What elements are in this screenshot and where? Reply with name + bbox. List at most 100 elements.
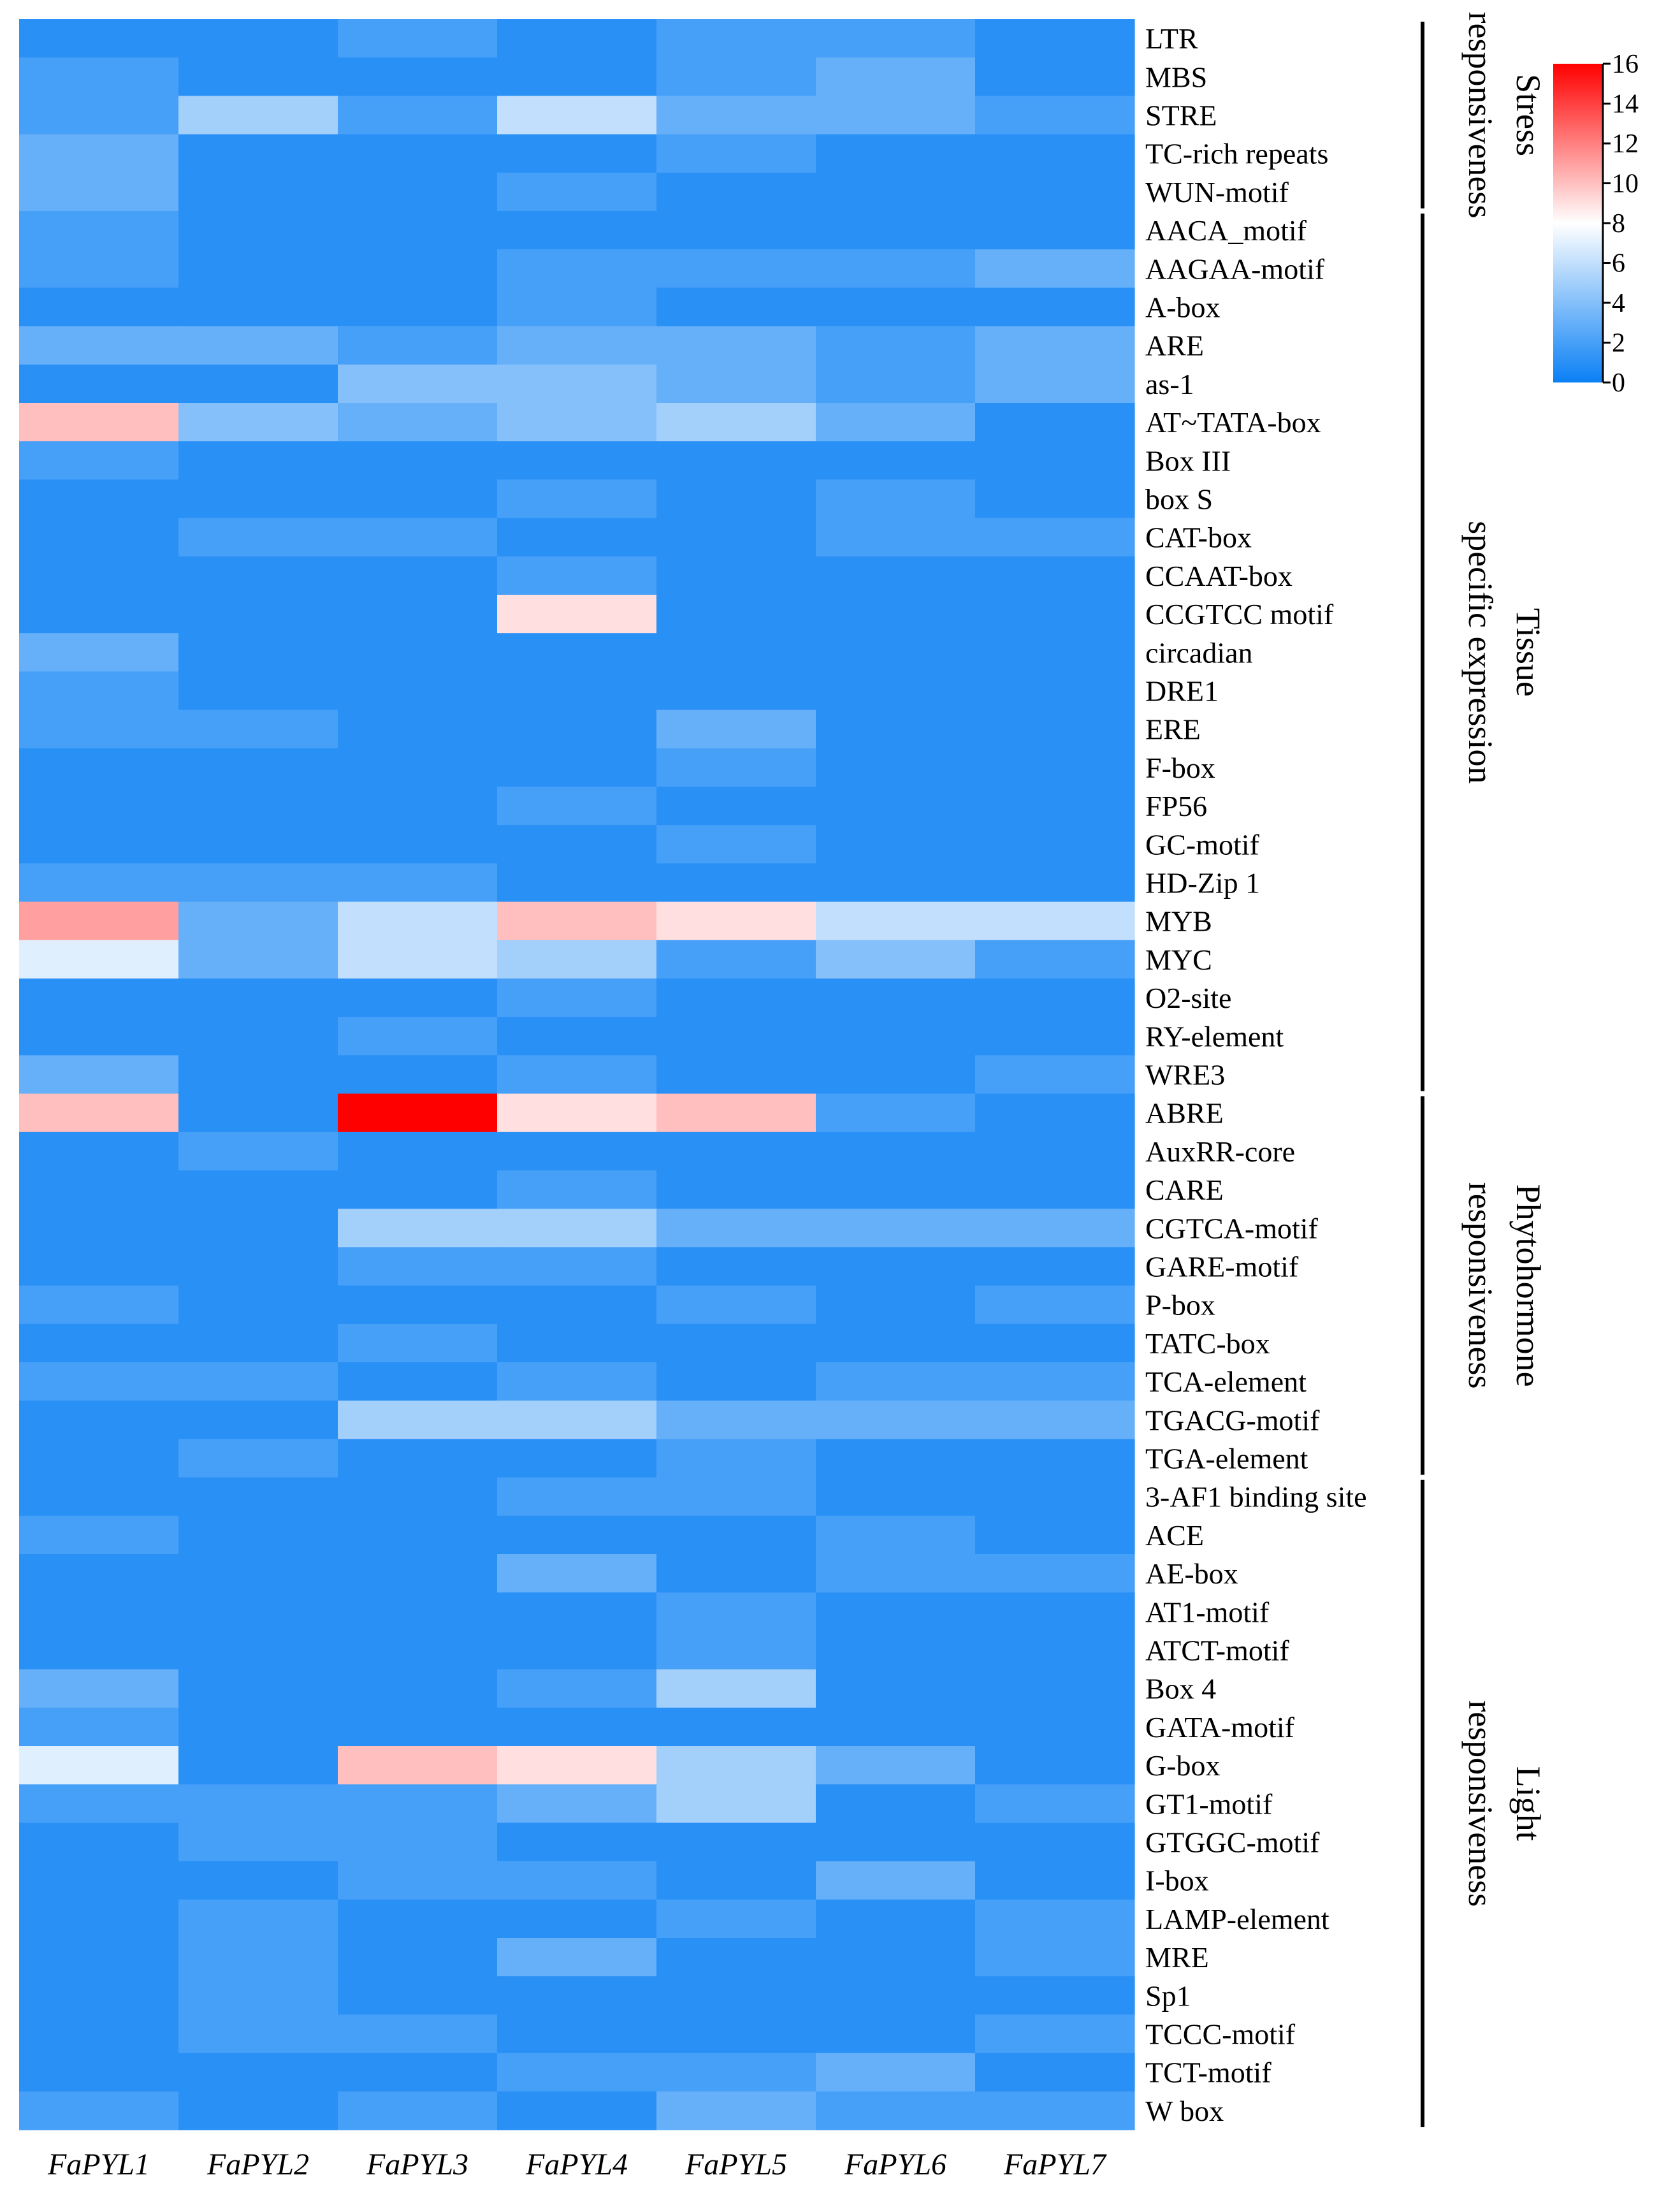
row-label-ltr: LTR xyxy=(1145,22,1198,55)
heatmap-cell-f-box-fapyl1 xyxy=(19,748,179,787)
heatmap-cell-g-box-fapyl2 xyxy=(178,1746,338,1785)
heatmap-cell-i-box-fapyl5 xyxy=(656,1861,816,1900)
row-label-g-box: G-box xyxy=(1145,1749,1221,1782)
heatmap-cell-gt1-motif-fapyl1 xyxy=(19,1784,179,1823)
heatmap-cell-w-box-fapyl7 xyxy=(975,2091,1135,2130)
heatmap-cell-w-box-fapyl3 xyxy=(338,2091,498,2130)
heatmap-cell-dre1-fapyl6 xyxy=(816,671,976,711)
heatmap-cell-hd-zip-1-fapyl3 xyxy=(338,863,498,903)
heatmap-cell-are-fapyl5 xyxy=(656,326,816,365)
row-labels: LTR MBS STRE TC-rich repeats WUN-motif AACA_m… xyxy=(1145,22,1367,2127)
heatmap-cell-circadian-fapyl4 xyxy=(497,633,657,672)
row-label-fp56: FP56 xyxy=(1145,790,1207,822)
heatmap-cell-box-iii-fapyl7 xyxy=(975,441,1135,480)
heatmap-cell-tc-rich-repeats-fapyl6 xyxy=(816,134,976,173)
heatmap-cell-mre-fapyl6 xyxy=(816,1938,976,1977)
heatmap-cell-tc-rich-repeats-fapyl4 xyxy=(497,134,657,173)
row-label-tca-element: TCA-element xyxy=(1145,1365,1307,1398)
heatmap-cell-aaca-motif-fapyl5 xyxy=(656,211,816,250)
heatmap-cell-ere-fapyl7 xyxy=(975,709,1135,749)
heatmap-cell-p-box-fapyl2 xyxy=(178,1285,338,1325)
heatmap-cell-o2-site-fapyl5 xyxy=(656,979,816,1017)
row-label-atct-motif: ATCT-motif xyxy=(1145,1634,1289,1667)
column-label-fapyl3: FaPYL3 xyxy=(366,2148,468,2181)
heatmap-cell-tccc-motif-fapyl4 xyxy=(497,2014,657,2054)
heatmap-cell-tatc-box-fapyl5 xyxy=(656,1323,816,1363)
heatmap-cell-tca-element-fapyl1 xyxy=(19,1362,179,1401)
row-label-mre: MRE xyxy=(1145,1941,1209,1974)
heatmap-cell-gare-motif-fapyl5 xyxy=(656,1247,816,1286)
heatmap-cell-a-box-fapyl6 xyxy=(816,287,976,327)
group-label-responsiveness: responsiveness xyxy=(1461,1700,1500,1907)
heatmap-cell-as-1-fapyl5 xyxy=(656,364,816,404)
row-label-aaca-motif: AACA_motif xyxy=(1145,214,1307,247)
heatmap-cell-tatc-box-fapyl4 xyxy=(497,1323,657,1363)
heatmap-cells xyxy=(19,19,1135,2130)
heatmap-cell-wun-motif-fapyl2 xyxy=(178,172,338,212)
heatmap-cell-gare-motif-fapyl3 xyxy=(338,1247,498,1286)
heatmap-cell-3-af1-binding-site-fapyl6 xyxy=(816,1477,976,1517)
heatmap-cell-ry-element-fapyl4 xyxy=(497,1017,657,1056)
column-label-fapyl1: FaPYL1 xyxy=(47,2148,150,2181)
heatmap-cell-gata-motif-fapyl6 xyxy=(816,1707,976,1747)
heatmap-cell-hd-zip-1-fapyl7 xyxy=(975,863,1135,903)
heatmap-cell-cgtca-motif-fapyl4 xyxy=(497,1209,657,1248)
heatmap-cell-are-fapyl3 xyxy=(338,326,498,365)
heatmap-cell-ltr-fapyl7 xyxy=(975,19,1135,58)
row-label-tccc-motif: TCCC-motif xyxy=(1145,2018,1296,2051)
heatmap-cell-mre-fapyl2 xyxy=(178,1938,338,1977)
heatmap-cell-tct-motif-fapyl5 xyxy=(656,2053,816,2092)
row-label-p-box: P-box xyxy=(1145,1289,1215,1321)
heatmap-cell-a-box-fapyl1 xyxy=(19,287,179,327)
heatmap-cell-box-4-fapyl5 xyxy=(656,1669,816,1708)
heatmap-cell-tc-rich-repeats-fapyl7 xyxy=(975,134,1135,173)
group-label-phytohormone: Phytohormone xyxy=(1509,1184,1547,1387)
row-label-dre1: DRE1 xyxy=(1145,675,1219,708)
heatmap-cell-ere-fapyl5 xyxy=(656,709,816,749)
row-label-gare-motif: GARE-motif xyxy=(1145,1251,1299,1283)
heatmap-cell-i-box-fapyl6 xyxy=(816,1861,976,1900)
heatmap-cell-a-box-fapyl5 xyxy=(656,287,816,327)
heatmap-cell-myc-fapyl1 xyxy=(19,940,179,979)
heatmap-cell-mbs-fapyl2 xyxy=(178,57,338,96)
heatmap-cell-tct-motif-fapyl1 xyxy=(19,2053,179,2092)
heatmap-cell-abre-fapyl4 xyxy=(497,1093,657,1133)
heatmap-cell-stre-fapyl2 xyxy=(178,96,338,135)
heatmap-cell-are-fapyl4 xyxy=(497,326,657,365)
heatmap-cell-auxrr-core-fapyl2 xyxy=(178,1131,338,1171)
heatmap-cell-ry-element-fapyl1 xyxy=(19,1017,179,1056)
heatmap-cell-ae-box-fapyl7 xyxy=(975,1554,1135,1593)
heatmap-cell-cat-box-fapyl3 xyxy=(338,518,498,557)
heatmap-cell-gt1-motif-fapyl5 xyxy=(656,1784,816,1823)
heatmap-cell-aaca-motif-fapyl6 xyxy=(816,211,976,250)
row-label-tga-element: TGA-element xyxy=(1145,1443,1308,1475)
row-label-ccaat-box: CCAAT-box xyxy=(1145,560,1293,592)
heatmap-cell-p-box-fapyl1 xyxy=(19,1285,179,1325)
heatmap-cell-lamp-element-fapyl7 xyxy=(975,1899,1135,1939)
heatmap-cell-gt1-motif-fapyl7 xyxy=(975,1784,1135,1823)
heatmap-cell-lamp-element-fapyl3 xyxy=(338,1899,498,1939)
heatmap-cell-tgacg-motif-fapyl7 xyxy=(975,1401,1135,1439)
heatmap-cell-ere-fapyl3 xyxy=(338,709,498,749)
heatmap-cell-sp1-fapyl1 xyxy=(19,1976,179,2015)
column-label-fapyl7: FaPYL7 xyxy=(1003,2148,1107,2181)
row-label-ae-box: AE-box xyxy=(1145,1557,1238,1590)
heatmap-cell-tccc-motif-fapyl6 xyxy=(816,2014,976,2054)
heatmap-cell-o2-site-fapyl4 xyxy=(497,979,657,1017)
heatmap-cell-tca-element-fapyl5 xyxy=(656,1362,816,1401)
heatmap-cell-ace-fapyl1 xyxy=(19,1515,179,1555)
heatmap-cell-box-s-fapyl5 xyxy=(656,479,816,519)
row-label-gt1-motif: GT1-motif xyxy=(1145,1787,1273,1820)
heatmap-cell-ace-fapyl3 xyxy=(338,1515,498,1555)
row-label-gc-motif: GC-motif xyxy=(1145,828,1260,861)
heatmap-cell-lamp-element-fapyl1 xyxy=(19,1899,179,1939)
heatmap-cell-tc-rich-repeats-fapyl2 xyxy=(178,134,338,173)
heatmap-cell-fp56-fapyl3 xyxy=(338,787,498,826)
heatmap-cell-f-box-fapyl6 xyxy=(816,748,976,787)
heatmap-cell-ae-box-fapyl5 xyxy=(656,1554,816,1593)
heatmap-cell-tccc-motif-fapyl3 xyxy=(338,2014,498,2054)
heatmap-cell-gc-motif-fapyl4 xyxy=(497,825,657,864)
heatmap-cell-care-fapyl5 xyxy=(656,1170,816,1209)
heatmap-cell-w-box-fapyl2 xyxy=(178,2091,338,2130)
